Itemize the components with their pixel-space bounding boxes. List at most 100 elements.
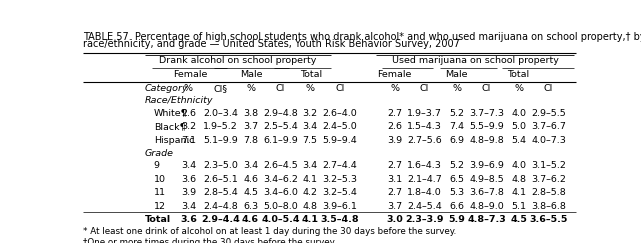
Text: 4.8: 4.8 [303, 202, 318, 211]
Text: 4.5: 4.5 [243, 188, 258, 197]
Text: %: % [306, 84, 315, 93]
Text: 4.0: 4.0 [512, 109, 526, 118]
Text: CI: CI [482, 84, 491, 93]
Text: 2.6–4.5: 2.6–4.5 [263, 161, 297, 170]
Text: %: % [390, 84, 399, 93]
Text: 4.1: 4.1 [302, 215, 319, 224]
Text: 3.2–5.4: 3.2–5.4 [322, 188, 358, 197]
Text: %: % [184, 84, 193, 93]
Text: 6.1–9.9: 6.1–9.9 [263, 136, 297, 145]
Text: 4.8–9.0: 4.8–9.0 [469, 202, 504, 211]
Text: 3.2: 3.2 [303, 109, 318, 118]
Text: 2.7–4.4: 2.7–4.4 [322, 161, 357, 170]
Text: 2.3–5.0: 2.3–5.0 [203, 161, 238, 170]
Text: CI: CI [420, 84, 429, 93]
Text: Male: Male [445, 70, 468, 79]
Text: 1.9–3.7: 1.9–3.7 [407, 109, 442, 118]
Text: 3.6: 3.6 [181, 175, 196, 184]
Text: 4.1: 4.1 [512, 188, 526, 197]
Text: 5.2: 5.2 [449, 161, 464, 170]
Text: 3.6: 3.6 [180, 215, 197, 224]
Text: 5.0–8.0: 5.0–8.0 [263, 202, 297, 211]
Text: 5.0: 5.0 [512, 122, 526, 131]
Text: TABLE 57. Percentage of high school students who drank alcohol* and who used mar: TABLE 57. Percentage of high school stud… [83, 32, 641, 42]
Text: 2.0–3.4: 2.0–3.4 [203, 109, 238, 118]
Text: 3.8: 3.8 [243, 109, 258, 118]
Text: Category: Category [145, 84, 188, 93]
Text: 3.4–6.0: 3.4–6.0 [263, 188, 298, 197]
Text: 3.4: 3.4 [303, 122, 318, 131]
Text: %: % [514, 84, 523, 93]
Text: 2.6–5.1: 2.6–5.1 [203, 175, 238, 184]
Text: 3.4: 3.4 [303, 161, 318, 170]
Text: 2.5–5.4: 2.5–5.4 [263, 122, 297, 131]
Text: 3.6–5.5: 3.6–5.5 [529, 215, 568, 224]
Text: 2.8–5.4: 2.8–5.4 [203, 188, 238, 197]
Text: Total: Total [507, 70, 529, 79]
Text: 1.6–4.3: 1.6–4.3 [407, 161, 442, 170]
Text: 2.4–4.8: 2.4–4.8 [203, 202, 238, 211]
Text: 2.6–4.0: 2.6–4.0 [322, 109, 357, 118]
Text: 4.8–7.3: 4.8–7.3 [467, 215, 506, 224]
Text: †One or more times during the 30 days before the survey.: †One or more times during the 30 days be… [83, 238, 336, 243]
Text: Female: Female [173, 70, 208, 79]
Text: 7.8: 7.8 [243, 136, 258, 145]
Text: 3.4–6.2: 3.4–6.2 [263, 175, 298, 184]
Text: Drank alcohol on school property: Drank alcohol on school property [159, 56, 317, 65]
Text: CI: CI [544, 84, 553, 93]
Text: 4.5: 4.5 [510, 215, 527, 224]
Text: 3.2–5.3: 3.2–5.3 [322, 175, 358, 184]
Text: race/ethnicity, and grade — United States, Youth Risk Behavior Survey, 2007: race/ethnicity, and grade — United State… [83, 39, 460, 50]
Text: 3.7–7.3: 3.7–7.3 [469, 109, 504, 118]
Text: 2.4–5.0: 2.4–5.0 [322, 122, 357, 131]
Text: 5.3: 5.3 [449, 188, 464, 197]
Text: 11: 11 [154, 188, 165, 197]
Text: 4.0: 4.0 [512, 161, 526, 170]
Text: 2.1–4.7: 2.1–4.7 [407, 175, 442, 184]
Text: 2.9–5.5: 2.9–5.5 [531, 109, 566, 118]
Text: White¶: White¶ [154, 109, 187, 118]
Text: 3.9: 3.9 [387, 136, 402, 145]
Text: 7.5: 7.5 [303, 136, 318, 145]
Text: 4.1: 4.1 [303, 175, 318, 184]
Text: 4.0–7.3: 4.0–7.3 [531, 136, 566, 145]
Text: 3.9: 3.9 [181, 188, 196, 197]
Text: 2.7: 2.7 [387, 161, 402, 170]
Text: 2.9–4.4: 2.9–4.4 [201, 215, 240, 224]
Text: 10: 10 [154, 175, 165, 184]
Text: 4.6: 4.6 [243, 175, 258, 184]
Text: 3.4: 3.4 [243, 161, 258, 170]
Text: Female: Female [377, 70, 412, 79]
Text: Black¶: Black¶ [154, 122, 185, 131]
Text: 5.4: 5.4 [512, 136, 526, 145]
Text: 3.4: 3.4 [181, 202, 196, 211]
Text: Total: Total [145, 215, 171, 224]
Text: 3.5–4.8: 3.5–4.8 [320, 215, 359, 224]
Text: 5.2: 5.2 [449, 109, 464, 118]
Text: 5.9–9.4: 5.9–9.4 [322, 136, 357, 145]
Text: 4.9–8.5: 4.9–8.5 [469, 175, 504, 184]
Text: 3.0: 3.0 [387, 215, 403, 224]
Text: 2.6: 2.6 [181, 109, 196, 118]
Text: %: % [246, 84, 255, 93]
Text: 5.1: 5.1 [512, 202, 526, 211]
Text: 3.8–6.8: 3.8–6.8 [531, 202, 566, 211]
Text: 3.7: 3.7 [387, 202, 402, 211]
Text: 7.1: 7.1 [181, 136, 196, 145]
Text: 9: 9 [154, 161, 160, 170]
Text: 2.8–5.8: 2.8–5.8 [531, 188, 566, 197]
Text: 2.7: 2.7 [387, 109, 402, 118]
Text: 3.7: 3.7 [243, 122, 258, 131]
Text: 12: 12 [154, 202, 165, 211]
Text: 1.8–4.0: 1.8–4.0 [407, 188, 442, 197]
Text: 2.7: 2.7 [387, 188, 402, 197]
Text: CI: CI [335, 84, 345, 93]
Text: Hispanic: Hispanic [154, 136, 194, 145]
Text: 1.9–5.2: 1.9–5.2 [203, 122, 238, 131]
Text: 3.1–5.2: 3.1–5.2 [531, 161, 566, 170]
Text: 2.6: 2.6 [387, 122, 402, 131]
Text: Race/Ethnicity: Race/Ethnicity [145, 96, 213, 105]
Text: 3.9–6.1: 3.9–6.1 [322, 202, 358, 211]
Text: Total: Total [300, 70, 322, 79]
Text: 6.5: 6.5 [449, 175, 464, 184]
